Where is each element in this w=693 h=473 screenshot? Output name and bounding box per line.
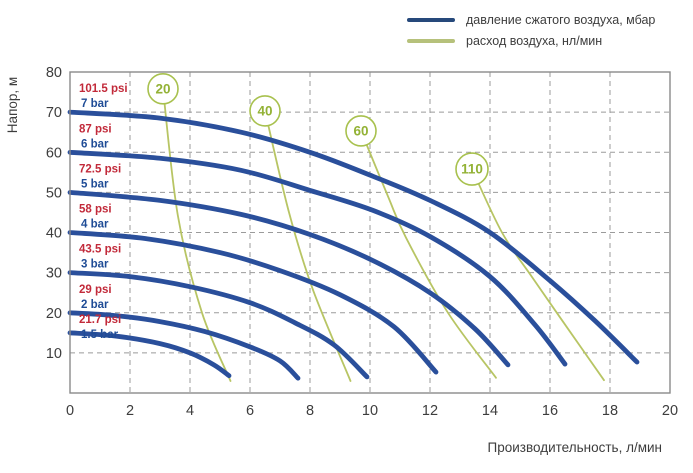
psi-label: 87 psi — [79, 123, 112, 135]
legend-item-flow: расход воздуха, нл/мин — [407, 30, 655, 51]
pressure-label-3-bar: 43.5 psi 3 bar — [79, 244, 121, 271]
x-tick-label: 16 — [542, 403, 558, 419]
y-tick-label: 30 — [46, 266, 62, 282]
pressure-curve-7-bar — [67, 109, 640, 365]
flow-badge-value: 20 — [155, 81, 170, 96]
y-tick-label: 10 — [46, 346, 62, 362]
pressure-curve-2-bar — [67, 310, 301, 381]
x-tick-label: 6 — [246, 403, 254, 419]
y-tick-label: 40 — [46, 226, 62, 242]
pressure-curve-5-bar — [67, 190, 511, 368]
bar-label: 5 bar — [81, 178, 109, 190]
flow-curve-20 — [162, 88, 232, 382]
flow-badge-110: 110 — [455, 152, 489, 186]
pressure-label-2-bar: 29 psi 2 bar — [79, 284, 112, 311]
flow-badge-20: 20 — [147, 73, 179, 105]
psi-label: 21.7 psi — [79, 314, 121, 326]
plot-border — [69, 71, 671, 394]
flow-badge-circle — [249, 95, 281, 127]
chart-legend: давление сжатого воздуха, мбар расход во… — [407, 9, 655, 51]
legend-label-flow: расход воздуха, нл/мин — [466, 33, 603, 48]
pressure-curve-4-bar — [67, 230, 439, 375]
psi-label: 29 psi — [79, 284, 112, 296]
flow-badge-circle — [147, 73, 179, 105]
x-tick-label: 20 — [662, 403, 678, 419]
x-axis-title: Производительность, л/мин — [488, 440, 662, 455]
x-tick-label: 12 — [422, 403, 438, 419]
pressure-label-5-bar: 72.5 psi 5 bar — [79, 163, 121, 190]
flow-badge-value: 40 — [257, 103, 272, 118]
bar-label: 1.5 bar — [81, 329, 119, 341]
pressure-label-6-bar: 87 psi 6 bar — [79, 123, 112, 150]
y-tick-label: 20 — [46, 306, 62, 322]
bar-label: 2 bar — [81, 299, 109, 311]
axis-tick-labels: 0 2 4 6 8 10 12 14 16 18 20 10 20 30 40 50 60 70 80 — [46, 65, 678, 419]
flow-badges: 20 40 60 110 — [147, 73, 489, 186]
psi-label: 101.5 psi — [79, 83, 128, 95]
pressure-label-1.5-bar: 21.7 psi 1.5 bar — [79, 314, 121, 341]
pressure-label-4-bar: 58 psi 4 bar — [79, 204, 112, 231]
x-tick-label: 8 — [306, 403, 314, 419]
x-tick-label: 2 — [126, 403, 134, 419]
y-tick-label: 50 — [46, 185, 62, 201]
y-tick-label: 60 — [46, 145, 62, 161]
legend-item-pressure: давление сжатого воздуха, мбар — [407, 9, 655, 30]
y-axis-title: Напор, м — [5, 77, 20, 133]
legend-label-pressure: давление сжатого воздуха, мбар — [466, 12, 656, 27]
flow-badge-40: 40 — [249, 95, 281, 127]
flow-curve-110 — [471, 168, 605, 382]
pressure-line-swatch — [407, 17, 455, 22]
bar-label: 3 bar — [81, 259, 109, 271]
psi-label: 43.5 psi — [79, 244, 121, 256]
bar-label: 6 bar — [81, 138, 109, 150]
flow-badge-value: 110 — [461, 162, 483, 177]
pressure-curves — [67, 109, 640, 381]
pressure-labels: 101.5 psi 7 bar 87 psi 6 bar 72.5 psi 5 bar 58… — [79, 83, 128, 341]
flow-badge-circle — [455, 152, 489, 186]
flow-curve-40 — [264, 110, 352, 382]
y-tick-label: 70 — [46, 105, 62, 121]
x-tick-label: 4 — [186, 403, 194, 419]
flow-badge-60: 60 — [345, 115, 377, 147]
flow-line-swatch — [407, 38, 455, 43]
y-tick-label: 80 — [46, 65, 62, 81]
x-tick-label: 14 — [482, 403, 498, 419]
x-tick-label: 18 — [602, 403, 618, 419]
pressure-curve-6-bar — [67, 149, 568, 367]
x-tick-label: 0 — [66, 403, 74, 419]
pressure-curve-1.5-bar — [67, 330, 232, 379]
pressure-label-7-bar: 101.5 psi 7 bar — [79, 83, 128, 110]
psi-label: 72.5 psi — [79, 163, 121, 175]
psi-label: 58 psi — [79, 204, 112, 216]
bar-label: 4 bar — [81, 219, 109, 231]
pressure-curve-3-bar — [67, 270, 370, 380]
flow-badge-circle — [345, 115, 377, 147]
x-tick-label: 10 — [362, 403, 378, 419]
flow-badge-value: 60 — [353, 123, 368, 138]
bar-label: 7 bar — [81, 98, 109, 110]
